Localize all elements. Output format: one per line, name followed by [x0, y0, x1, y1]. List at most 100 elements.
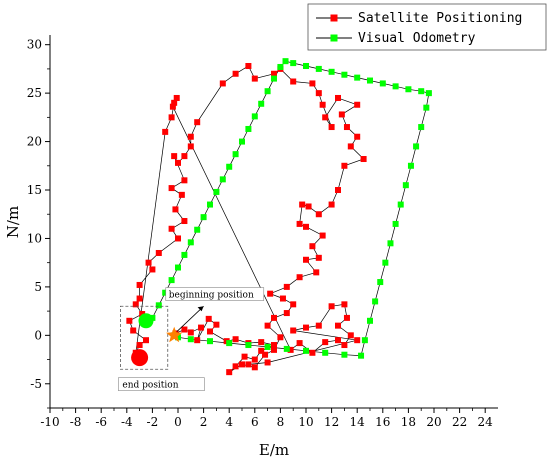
data-point-1: [168, 277, 175, 284]
data-point-0: [313, 269, 320, 276]
data-point-1: [303, 347, 309, 354]
x-tick-label: -2: [147, 415, 159, 429]
data-point-0: [354, 133, 361, 140]
legend-label-satellite: Satellite Positioning: [358, 11, 522, 26]
data-point-0: [347, 332, 354, 339]
x-tick-label: -6: [95, 415, 107, 429]
data-point-1: [425, 90, 432, 97]
data-point-1: [341, 351, 348, 358]
data-point-0: [287, 346, 294, 353]
data-point-0: [162, 128, 169, 135]
legend-entry-visual: Visual Odometry: [316, 31, 476, 46]
y-axis-title: N/m: [4, 206, 22, 238]
data-point-0: [226, 369, 233, 376]
begin-arrow-head: [197, 306, 204, 312]
series-line-1: [152, 60, 430, 357]
data-point-0: [303, 256, 309, 263]
series-points: [126, 58, 432, 376]
data-point-0: [181, 326, 188, 333]
data-point-1: [397, 201, 404, 208]
x-tick-label: 20: [426, 415, 441, 429]
data-point-1: [341, 71, 348, 78]
y-tick-label: 20: [27, 135, 42, 149]
data-point-1: [315, 65, 322, 72]
data-point-1: [282, 58, 289, 65]
data-point-0: [322, 339, 329, 346]
data-point-1: [405, 86, 412, 93]
data-point-1: [226, 163, 233, 170]
y-tick-label: 5: [34, 280, 42, 294]
x-tick-label: -4: [121, 415, 133, 429]
data-point-0: [296, 220, 303, 227]
x-tick-label: 14: [350, 415, 366, 429]
data-point-0: [143, 337, 149, 344]
data-point-0: [207, 328, 213, 335]
data-point-0: [335, 322, 341, 329]
data-point-0: [169, 103, 176, 110]
data-point-1: [290, 60, 297, 67]
data-point-0: [279, 295, 286, 302]
data-point-0: [303, 324, 309, 331]
data-point-0: [341, 342, 348, 349]
data-point-1: [181, 251, 188, 258]
data-point-0: [132, 301, 139, 308]
data-point-0: [315, 90, 322, 97]
data-point-0: [126, 317, 133, 324]
data-point-1: [207, 338, 213, 345]
data-point-1: [423, 104, 430, 111]
data-point-1: [219, 176, 226, 183]
data-point-0: [194, 119, 201, 126]
x-tick-label: 12: [324, 415, 339, 429]
data-point-0: [187, 133, 194, 140]
data-point-1: [277, 63, 284, 70]
data-point-1: [392, 83, 399, 90]
data-point-1: [187, 239, 194, 246]
x-tick-label: 24: [478, 415, 494, 429]
x-tick-label: 2: [200, 415, 208, 429]
legend-box: [307, 3, 547, 51]
x-tick-label: 4: [225, 415, 233, 429]
data-point-0: [198, 324, 205, 331]
data-point-1: [258, 100, 265, 107]
data-point-0: [262, 351, 269, 358]
data-point-0: [181, 177, 188, 184]
data-point-0: [305, 203, 312, 210]
data-point-0: [175, 159, 181, 166]
x-tick-label: 6: [251, 415, 259, 429]
legend: Satellite Positioning Visual Odometry: [307, 3, 547, 51]
data-point-0: [335, 337, 341, 344]
data-point-1: [245, 125, 252, 132]
data-point-0: [175, 235, 181, 242]
data-point-0: [168, 114, 175, 121]
data-point-0: [277, 334, 284, 341]
data-point-0: [343, 314, 350, 321]
data-point-0: [296, 340, 303, 347]
data-point-0: [258, 347, 265, 354]
data-point-1: [387, 240, 394, 247]
data-point-1: [245, 342, 252, 349]
data-point-0: [251, 364, 258, 371]
data-point-0: [309, 80, 316, 87]
data-point-1: [367, 77, 373, 84]
end-position-label: end position: [122, 381, 178, 391]
data-point-0: [251, 356, 258, 363]
data-point-0: [264, 359, 271, 366]
data-point-0: [290, 78, 297, 85]
data-point-1: [264, 88, 271, 95]
data-point-0: [213, 321, 220, 328]
data-point-0: [181, 153, 188, 160]
data-point-1: [155, 302, 162, 309]
y-tick-label: 0: [34, 328, 42, 342]
data-point-0: [309, 349, 316, 356]
x-tick-label: 0: [174, 415, 182, 429]
x-tick-label: -8: [70, 415, 82, 429]
data-point-0: [315, 211, 322, 218]
data-point-0: [155, 249, 162, 256]
data-point-0: [173, 94, 180, 101]
x-tick-label: 18: [401, 415, 416, 429]
data-point-1: [367, 317, 373, 324]
data-point-1: [354, 74, 361, 81]
data-point-0: [168, 225, 175, 232]
data-point-0: [239, 361, 245, 368]
begin-star-marker: [166, 326, 183, 343]
